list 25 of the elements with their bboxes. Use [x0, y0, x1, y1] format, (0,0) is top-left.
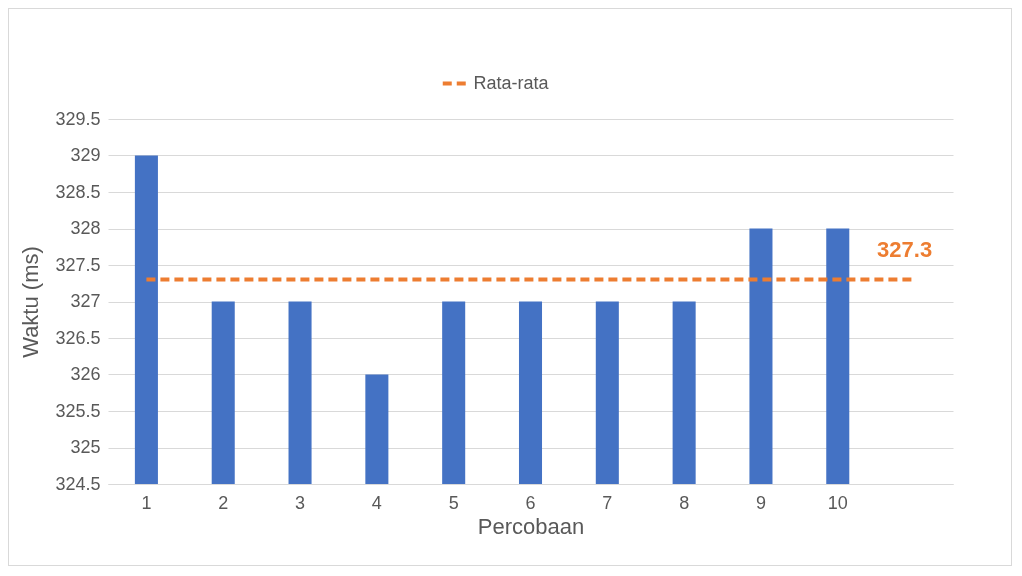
x-axis-title: Percobaan	[477, 513, 585, 539]
y-tick-label: 328	[70, 218, 101, 238]
y-tick-label: 325.5	[55, 400, 101, 421]
x-tick-label: 3	[295, 492, 306, 513]
y-tick-label: 326.5	[55, 327, 101, 348]
x-tick-label: 8	[679, 492, 690, 513]
y-tick-label: 329.5	[55, 108, 101, 129]
y-tick-label: 326	[70, 364, 101, 384]
x-tick-label: 1	[141, 492, 152, 513]
x-tick-label: 2	[218, 492, 229, 513]
x-tick-label: 4	[371, 492, 382, 513]
y-tick-label: 329	[70, 145, 101, 165]
y-tick-label: 325	[70, 437, 101, 457]
data-label: 327.3	[877, 236, 933, 262]
x-tick-label: 5	[448, 492, 459, 513]
y-tick-label: 327.5	[55, 254, 101, 275]
y-tick-label: 324.5	[55, 473, 101, 494]
x-tick-label: 7	[602, 492, 613, 513]
x-tick-label: 6	[525, 492, 536, 513]
x-tick-label: 10	[827, 492, 848, 513]
x-tick-label: 9	[755, 492, 766, 513]
y-tick-label: 328.5	[55, 181, 101, 202]
y-tick-label: 327	[70, 291, 101, 311]
y-axis-title: Waktu (ms)	[18, 246, 44, 358]
legend-label: Rata-rata	[473, 72, 550, 93]
